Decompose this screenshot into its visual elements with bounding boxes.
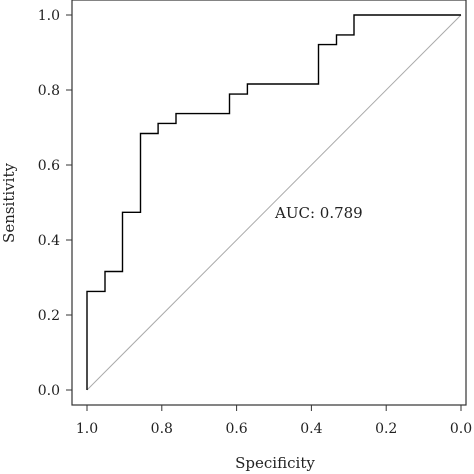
y-axis: 0.0 0.2 0.4 0.6 0.8 1.0 (38, 8, 72, 399)
x-axis-title: Specificity (235, 454, 315, 472)
y-tick-label: 1.0 (38, 8, 60, 24)
reference-diagonal-line (86, 14, 462, 391)
y-tick-label: 0.4 (38, 233, 60, 249)
y-tick-label: 0.2 (38, 308, 60, 324)
y-tick-label: 0.6 (38, 158, 60, 174)
x-tick-label: 0.2 (375, 421, 397, 437)
auc-annotation: AUC: 0.789 (274, 204, 363, 222)
x-tick-label: 1.0 (76, 421, 98, 437)
x-tick-label: 0.4 (300, 421, 322, 437)
x-tick-label: 0.0 (450, 421, 472, 437)
roc-curve (86, 14, 461, 390)
y-tick-label: 0.0 (38, 383, 60, 399)
y-axis-title: Sensitivity (0, 163, 18, 243)
plot-frame (71, 0, 467, 406)
x-axis: 1.0 0.8 0.6 0.4 0.2 0.0 (76, 405, 472, 437)
x-tick-label: 0.8 (151, 421, 173, 437)
y-tick-label: 0.8 (38, 83, 60, 99)
x-tick-label: 0.6 (225, 421, 247, 437)
